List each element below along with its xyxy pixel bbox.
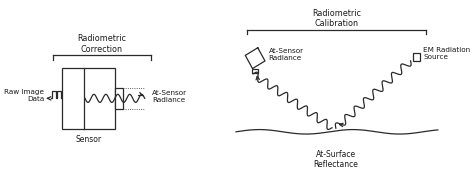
Text: At-Sensor
Radiance: At-Sensor Radiance (152, 90, 187, 103)
Text: At-Sensor
Radiance: At-Sensor Radiance (269, 48, 304, 61)
Bar (252, 69, 258, 73)
Text: Radiometric
Calibration: Radiometric Calibration (312, 9, 361, 28)
Text: Radiometric
Correction: Radiometric Correction (77, 34, 126, 54)
Bar (62, 68, 115, 129)
Bar (115, 88, 123, 109)
Text: At-Surface
Reflectance: At-Surface Reflectance (313, 150, 358, 169)
Text: Sensor: Sensor (75, 135, 101, 144)
Text: Raw Image
Data: Raw Image Data (4, 89, 44, 102)
Text: EM Radiation
Source: EM Radiation Source (423, 47, 471, 60)
Bar (413, 53, 420, 61)
